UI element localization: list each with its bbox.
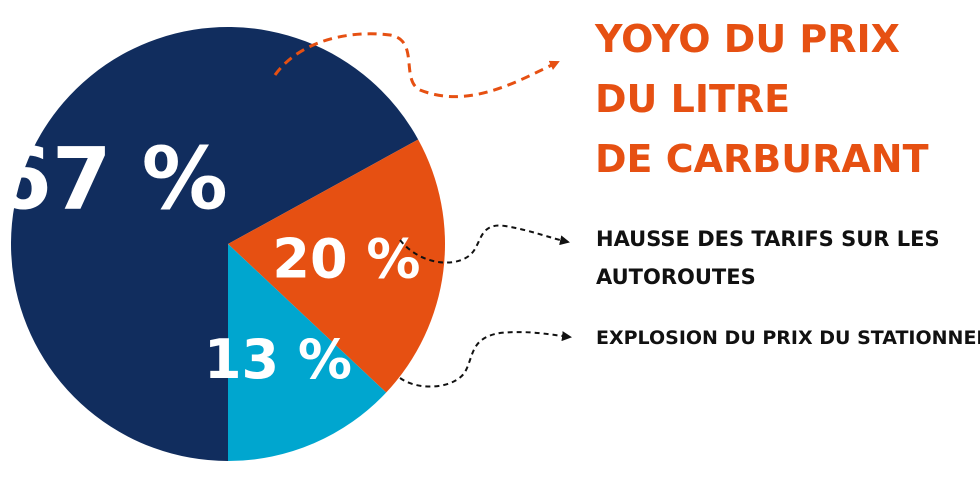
pie-slices: [10, 27, 445, 462]
pie-slice-fuel-value-label: 67 %: [0, 130, 228, 230]
pie-slice-highway: [228, 139, 445, 393]
highway-connector-arrow: [399, 224, 570, 264]
parking-category-label: EXPLOSION DU PRIX DU STATIONNEMENT: [596, 327, 980, 349]
highway-category-label: HAUSSE DES TARIFS SUR LES AUTOROUTES: [596, 227, 947, 289]
fuel-connector-arrow: [273, 32, 560, 99]
highway-label-line-2: AUTOROUTES: [596, 265, 756, 289]
pie-slice-parking: [228, 244, 387, 461]
fuel-label-line-1: YOYO DU PRIX: [594, 17, 900, 61]
pie-slice-labels: 67 % 20 % 13 %: [0, 130, 420, 391]
pie-slice-highway-value-label: 20 %: [272, 227, 420, 290]
fuel-label-line-2: DU LITRE: [595, 77, 790, 121]
pie-slice-fuel: [10, 27, 419, 462]
fuel-category-label: YOYO DU PRIX DU LITRE DE CARBURANT: [594, 17, 929, 181]
pie-slice-parking-value-label: 13 %: [204, 328, 352, 391]
parking-connector-arrow: [399, 331, 572, 388]
highway-label-line-1: HAUSSE DES TARIFS SUR LES: [596, 227, 940, 251]
parking-label-line-1: EXPLOSION DU PRIX DU STATIONNEMENT: [596, 327, 980, 349]
fuel-label-line-3: DE CARBURANT: [595, 137, 929, 181]
